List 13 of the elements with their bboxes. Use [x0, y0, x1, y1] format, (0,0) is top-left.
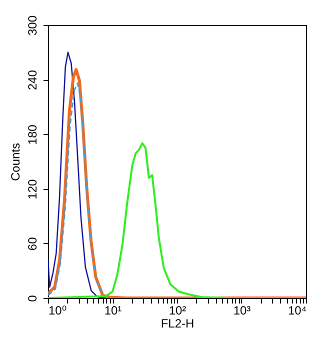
x-tick-label: 10² [168, 304, 186, 318]
x-tick-label: 10³ [233, 304, 251, 318]
y-tick-label: 120 [26, 178, 40, 200]
y-tick-label: 240 [26, 70, 40, 90]
x-tick-label: 10⁴ [288, 304, 306, 318]
y-tick-label: 300 [26, 15, 40, 36]
x-tick-label: 10¹ [104, 304, 122, 318]
y-tick-label: 180 [26, 124, 40, 145]
x-axis-title: FL2-H [160, 316, 194, 330]
y-axis-title: Counts [8, 142, 22, 182]
y-tick-label: 60 [26, 236, 40, 251]
x-tick-label: 10⁰ [48, 304, 67, 318]
y-tick-label: 0 [26, 294, 40, 302]
